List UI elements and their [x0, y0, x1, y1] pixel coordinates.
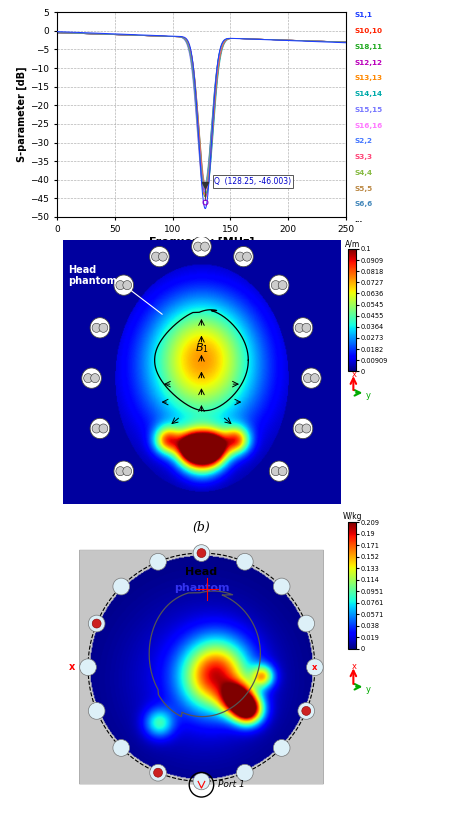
Text: Head: Head — [185, 567, 218, 578]
Circle shape — [243, 252, 251, 261]
Title: A/m: A/m — [345, 239, 360, 248]
Text: S2,2: S2,2 — [355, 139, 373, 144]
Y-axis label: S-parameter [dB]: S-parameter [dB] — [17, 67, 27, 162]
Text: x: x — [352, 370, 357, 379]
Circle shape — [310, 374, 319, 383]
Circle shape — [295, 323, 304, 332]
Circle shape — [116, 281, 125, 290]
Circle shape — [201, 242, 210, 251]
Circle shape — [91, 374, 100, 383]
Text: y: y — [366, 685, 371, 694]
Text: Head
phantom: Head phantom — [68, 264, 118, 286]
Circle shape — [82, 368, 101, 388]
Text: x: x — [69, 663, 75, 672]
Circle shape — [197, 548, 206, 557]
Circle shape — [193, 773, 210, 790]
Text: ...: ... — [355, 217, 363, 224]
Circle shape — [298, 703, 315, 720]
Text: phantom: phantom — [173, 583, 229, 593]
Circle shape — [273, 578, 290, 595]
Text: x: x — [312, 663, 318, 672]
Text: Q  (128.25, -46.003): Q (128.25, -46.003) — [214, 177, 292, 186]
Title: W/kg: W/kg — [342, 512, 362, 521]
Circle shape — [114, 461, 134, 481]
Text: S4,4: S4,4 — [355, 170, 373, 176]
Text: $B_1$: $B_1$ — [194, 341, 209, 355]
Circle shape — [88, 615, 105, 632]
Text: (b): (b) — [192, 521, 210, 534]
Circle shape — [295, 424, 304, 433]
Circle shape — [278, 467, 287, 476]
Circle shape — [193, 545, 210, 561]
Text: S6,6: S6,6 — [355, 202, 373, 207]
Circle shape — [193, 242, 202, 251]
Circle shape — [302, 707, 310, 716]
Circle shape — [236, 252, 245, 261]
Circle shape — [271, 467, 280, 476]
Circle shape — [278, 281, 287, 290]
Text: S15,15: S15,15 — [355, 107, 383, 113]
Text: S18,11: S18,11 — [355, 44, 383, 50]
Circle shape — [293, 419, 313, 439]
Text: (a): (a) — [193, 262, 210, 275]
Circle shape — [123, 467, 132, 476]
Circle shape — [158, 252, 167, 261]
Circle shape — [269, 275, 289, 295]
Circle shape — [99, 424, 108, 433]
Text: S3,3: S3,3 — [355, 154, 373, 160]
Circle shape — [150, 765, 166, 781]
Circle shape — [237, 765, 253, 781]
Circle shape — [301, 368, 321, 388]
Circle shape — [88, 703, 105, 720]
Circle shape — [298, 615, 315, 632]
Circle shape — [234, 246, 253, 267]
Circle shape — [90, 419, 110, 439]
Text: S16,16: S16,16 — [355, 122, 383, 129]
Circle shape — [191, 237, 211, 257]
Circle shape — [269, 461, 289, 481]
Circle shape — [302, 323, 311, 332]
Text: S10,10: S10,10 — [355, 28, 383, 34]
Circle shape — [92, 619, 101, 628]
Circle shape — [150, 246, 169, 267]
X-axis label: Frequency [MHz]: Frequency [MHz] — [149, 237, 254, 246]
Circle shape — [116, 467, 125, 476]
Text: S13,13: S13,13 — [355, 75, 383, 82]
Text: y: y — [366, 391, 371, 400]
Circle shape — [273, 739, 290, 756]
Circle shape — [84, 374, 92, 383]
Circle shape — [90, 317, 110, 338]
Text: Port 1: Port 1 — [218, 780, 245, 789]
Circle shape — [307, 659, 323, 676]
Circle shape — [123, 281, 132, 290]
Circle shape — [293, 317, 313, 338]
Circle shape — [92, 424, 101, 433]
Circle shape — [99, 323, 108, 332]
Circle shape — [152, 252, 160, 261]
Circle shape — [113, 578, 129, 595]
Circle shape — [113, 739, 129, 756]
Text: x: x — [352, 663, 357, 672]
Circle shape — [114, 275, 134, 295]
Circle shape — [302, 424, 311, 433]
Text: S14,14: S14,14 — [355, 91, 383, 97]
Circle shape — [92, 323, 101, 332]
Circle shape — [303, 374, 312, 383]
Text: S5,5: S5,5 — [355, 186, 373, 192]
Circle shape — [237, 553, 253, 570]
Circle shape — [150, 553, 166, 570]
Text: S12,12: S12,12 — [355, 60, 383, 65]
Circle shape — [154, 768, 163, 777]
Circle shape — [80, 659, 96, 676]
Text: S1,1: S1,1 — [355, 12, 373, 18]
Circle shape — [271, 281, 280, 290]
